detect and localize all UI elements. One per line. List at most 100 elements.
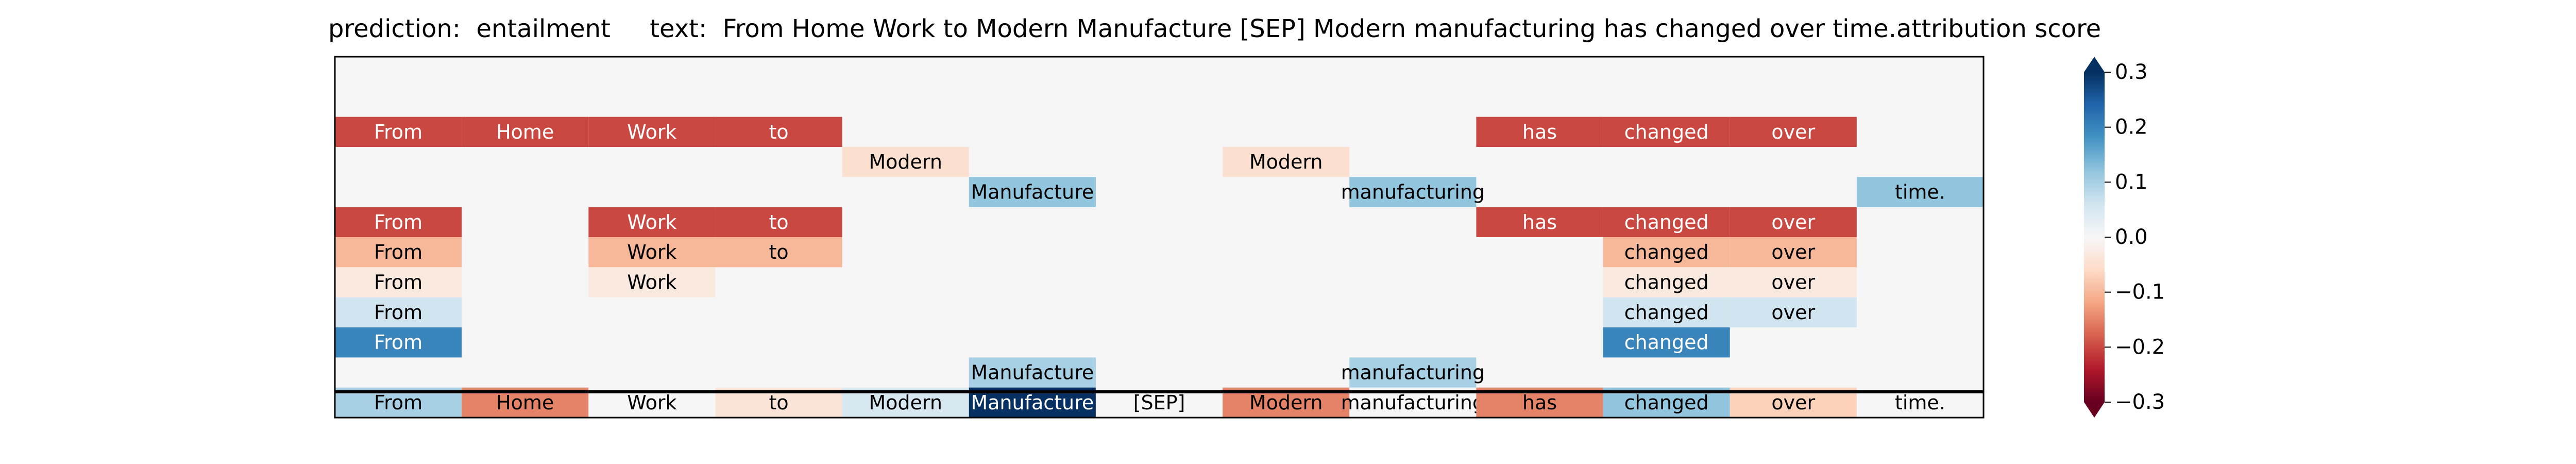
token-label: Modern — [1249, 151, 1323, 173]
token-label: over — [1771, 211, 1815, 234]
token-label: over — [1771, 271, 1815, 294]
token-label: From — [374, 301, 422, 324]
heatmap-cell — [1603, 237, 1730, 268]
token-label: Manufacture — [971, 181, 1094, 204]
prediction-label: prediction: — [328, 14, 461, 43]
heatmap-cell — [969, 357, 1096, 388]
colorbar-gradient — [2084, 72, 2105, 402]
heatmap-cell — [715, 117, 842, 147]
plot-frame — [334, 56, 1985, 419]
token-label: manufacturing — [1341, 361, 1485, 384]
token-label: manufacturing — [1341, 181, 1485, 204]
token-label: over — [1771, 121, 1815, 143]
colorbar: −0.3 −0.2 −0.1 0.0 0.1 0.2 0.3 — [2084, 57, 2165, 418]
heatmap-cell — [1603, 267, 1730, 297]
token-label: changed — [1624, 121, 1709, 143]
heatmap-cell — [335, 297, 462, 327]
colorbar-tick-label: 0.2 — [2115, 115, 2148, 139]
colorbar-max-extend — [2084, 57, 2105, 72]
heatmap-cell — [1730, 267, 1857, 297]
token-label: Modern — [869, 151, 942, 173]
colorbar-tick-label: −0.2 — [2115, 335, 2165, 359]
heatmap-cell — [969, 177, 1096, 207]
colorbar-tick-label: 0.3 — [2115, 60, 2148, 84]
heatmap-cell — [335, 117, 462, 147]
token-label: changed — [1624, 211, 1709, 234]
chart-title: prediction: entailment text: From Home W… — [328, 14, 2101, 43]
token-label: to — [769, 121, 788, 143]
colorbar-tick-label: 0.0 — [2115, 225, 2148, 249]
summary-token-label: Manufacture — [971, 391, 1094, 414]
heatmap-cell — [588, 117, 716, 147]
heatmap-cell — [588, 207, 716, 237]
token-label: From — [374, 211, 422, 234]
heatmap-cell — [715, 237, 842, 268]
summary-token-label: Modern — [869, 391, 942, 414]
heatmap-cell — [1603, 207, 1730, 237]
summary-token-label: Modern — [1249, 391, 1323, 414]
heatmap-cell — [1603, 297, 1730, 327]
token-label: to — [769, 241, 788, 263]
token-label: changed — [1624, 271, 1709, 294]
heatmap-cell — [335, 207, 462, 237]
colorbar-ticks: −0.3 −0.2 −0.1 0.0 0.1 0.2 0.3 — [2105, 60, 2165, 414]
heatmap-cell — [1349, 177, 1477, 207]
heatmap-cell — [588, 267, 716, 297]
token-label: Work — [627, 271, 676, 294]
summary-token-label: has — [1522, 391, 1557, 414]
token-label: Home — [496, 121, 554, 143]
heatmap-cell — [1603, 117, 1730, 147]
summary-token-label: over — [1771, 391, 1815, 414]
heatmap-cell — [1349, 357, 1477, 388]
summary-token-label: time. — [1895, 391, 1945, 414]
heatmap-cells: From Home Work to has changed over Modern Modern… — [335, 117, 1984, 418]
summary-token-label: From — [374, 391, 422, 414]
summary-token-label: Work — [627, 391, 676, 414]
token-label: changed — [1624, 301, 1709, 324]
colorbar-label: attribution score — [1896, 14, 2102, 43]
token-label: From — [374, 331, 422, 354]
token-label: changed — [1624, 331, 1709, 354]
heatmap-cell — [1730, 297, 1857, 327]
heatmap-cell — [335, 267, 462, 297]
heatmap-cell — [335, 327, 462, 358]
summary-token-label: [SEP] — [1133, 391, 1185, 414]
text-label: text: — [650, 14, 707, 43]
token-label: has — [1522, 211, 1557, 234]
heatmap-cell — [715, 207, 842, 237]
colorbar-min-extend — [2084, 402, 2105, 418]
heatmap-cell — [1856, 177, 1984, 207]
token-label: changed — [1624, 241, 1709, 263]
token-label: Work — [627, 121, 676, 143]
heatmap-cell — [1730, 117, 1857, 147]
token-label: over — [1771, 241, 1815, 263]
token-label: Manufacture — [971, 361, 1094, 384]
heatmap-cell — [1603, 327, 1730, 358]
heatmap-cell — [462, 117, 589, 147]
heatmap-cell — [1476, 207, 1603, 237]
heatmap-cell — [1730, 207, 1857, 237]
token-label: From — [374, 121, 422, 143]
text-value: From Home Work to Modern Manufacture [SE… — [722, 14, 1896, 43]
token-label: From — [374, 241, 422, 263]
heatmap-cell — [1730, 237, 1857, 268]
token-label: Work — [627, 211, 676, 234]
heatmap-cell — [335, 237, 462, 268]
summary-token-label: Home — [496, 391, 554, 414]
token-label: Work — [627, 241, 676, 263]
colorbar-tick-label: −0.3 — [2115, 390, 2165, 414]
token-label: time. — [1895, 181, 1945, 204]
heatmap-cell — [1476, 117, 1603, 147]
token-label: has — [1522, 121, 1557, 143]
token-label: From — [374, 271, 422, 294]
heatmap-cell — [1223, 147, 1350, 177]
summary-token-label: changed — [1624, 391, 1709, 414]
heatmap-cell — [588, 237, 716, 268]
heatmap-cell — [842, 147, 969, 177]
prediction-value: entailment — [476, 14, 611, 43]
summary-token-label: to — [769, 391, 788, 414]
token-label: to — [769, 211, 788, 234]
summary-token-label: manufacturing — [1341, 391, 1485, 414]
colorbar-tick-label: 0.1 — [2115, 170, 2148, 194]
